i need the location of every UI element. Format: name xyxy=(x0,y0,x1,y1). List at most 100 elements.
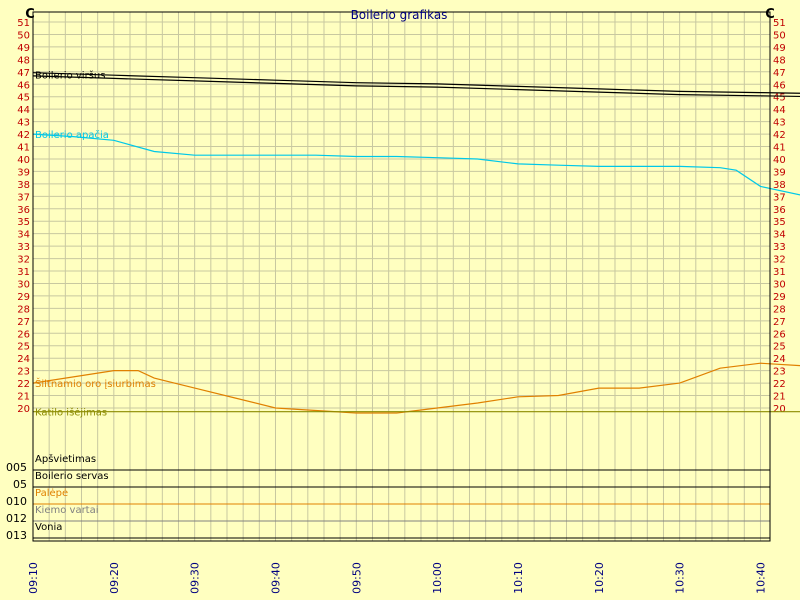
y-tick-right: 30 xyxy=(773,279,786,290)
y-tick-right: 45 xyxy=(773,93,786,104)
y-tick-left: 25 xyxy=(17,342,30,353)
y-tick-left: 20 xyxy=(17,404,30,415)
y-tick-right: 28 xyxy=(773,304,786,315)
track-label-2: Palėpė xyxy=(35,488,68,499)
y-tick-right: 41 xyxy=(773,143,786,154)
track-label-1: Boilerio servas xyxy=(35,471,109,482)
track-label-0: Apšvietimas xyxy=(35,453,96,465)
grid-lines xyxy=(32,12,770,541)
series-line-2 xyxy=(32,362,800,414)
plot-frame xyxy=(32,11,771,542)
y-tick-left: 50 xyxy=(17,30,30,41)
y-tick-right: 26 xyxy=(773,329,786,340)
series-line-3 xyxy=(33,411,800,413)
y-tick-right: 21 xyxy=(773,392,786,403)
y-tick-right: 36 xyxy=(773,205,786,216)
series-line-1 xyxy=(32,133,800,196)
y-tick-left: 26 xyxy=(17,329,30,340)
x-tick-label: 10:40 xyxy=(754,562,767,594)
y-tick-right: 44 xyxy=(773,105,786,116)
x-ticks: 09:10 09:20 09:30 09:40 09:50 10:00 10:10 10:20… xyxy=(27,562,767,594)
y-tick-left: 46 xyxy=(17,80,30,91)
digital-axis-label-3: 012 xyxy=(6,512,27,525)
digital-axis-label-0: 005 xyxy=(6,461,27,474)
y-tick-left: 42 xyxy=(17,130,30,141)
y-tick-right: 23 xyxy=(773,367,786,378)
series-label-2: Šiltnamio oro įsiurbimas xyxy=(35,377,156,390)
y-tick-left: 40 xyxy=(17,155,30,166)
y-tick-left: 45 xyxy=(17,93,30,104)
y-tick-left: 29 xyxy=(17,292,30,303)
x-tick-label: 10:00 xyxy=(431,562,444,594)
track-label-3: Kiemo vartai xyxy=(35,505,99,516)
y-tick-left: 41 xyxy=(17,143,30,154)
y-tick-left: 22 xyxy=(17,379,30,390)
y-tick-right: 42 xyxy=(773,130,786,141)
series-lines xyxy=(32,72,800,414)
y-tick-right: 35 xyxy=(773,217,786,228)
y-tick-left: 21 xyxy=(17,392,30,403)
y-tick-left: 49 xyxy=(17,43,30,54)
y-tick-left: 30 xyxy=(17,279,30,290)
y-tick-right: 33 xyxy=(773,242,786,253)
x-tick-label: 10:30 xyxy=(674,562,687,594)
y-tick-left: 33 xyxy=(17,242,30,253)
y-tick-right: 34 xyxy=(773,230,786,241)
y-tick-right: 49 xyxy=(773,43,786,54)
y-tick-left: 43 xyxy=(17,118,30,129)
y-tick-right: 27 xyxy=(773,317,786,328)
y-tick-right: 20 xyxy=(773,404,786,415)
y-tick-right: 46 xyxy=(773,80,786,91)
digital-axis-label-1: 05 xyxy=(13,478,27,491)
y-tick-left: 51 xyxy=(17,18,30,29)
y-tick-right: 31 xyxy=(773,267,786,278)
x-tick-label: 09:20 xyxy=(108,562,121,594)
y-tick-left: 39 xyxy=(17,167,30,178)
y-tick-left: 28 xyxy=(17,304,30,315)
y-tick-left: 44 xyxy=(17,105,30,116)
y-tick-left: 48 xyxy=(17,55,30,66)
unit-left: C xyxy=(25,7,35,22)
y-tick-right: 24 xyxy=(773,354,786,365)
x-tick-label: 10:20 xyxy=(593,562,606,594)
y-tick-left: 35 xyxy=(17,217,30,228)
y-tick-left: 23 xyxy=(17,367,30,378)
y-tick-left: 27 xyxy=(17,317,30,328)
x-tick-label: 09:50 xyxy=(350,562,363,594)
x-tick-label: 10:10 xyxy=(512,562,525,594)
y-tick-left: 34 xyxy=(17,230,30,241)
x-tick-label: 09:40 xyxy=(269,562,282,594)
y-tick-right: 29 xyxy=(773,292,786,303)
y-tick-right: 39 xyxy=(773,167,786,178)
y-tick-right: 50 xyxy=(773,30,786,41)
series-line-0 xyxy=(32,72,800,94)
y-tick-right: 38 xyxy=(773,180,786,191)
digital-tracks: Apšvietimas Boilerio servas Palėpė Kiemo va… xyxy=(6,453,770,542)
y-tick-right: 40 xyxy=(773,155,786,166)
chart-title: Boilerio grafikas xyxy=(351,8,448,22)
y-tick-right: 22 xyxy=(773,379,786,390)
y-tick-right: 48 xyxy=(773,55,786,66)
series-line-0-inner xyxy=(32,75,800,98)
y-tick-right: 25 xyxy=(773,342,786,353)
x-tick-label: 09:10 xyxy=(27,562,40,594)
digital-axis-label-2: 010 xyxy=(6,495,27,508)
y-tick-left: 47 xyxy=(17,68,30,79)
y-tick-right: 51 xyxy=(773,18,786,29)
track-label-4: Vonia xyxy=(35,522,62,533)
unit-right: C xyxy=(765,7,775,22)
y-tick-left: 38 xyxy=(17,180,30,191)
series-label-1: Boilerio apačia xyxy=(35,129,109,141)
digital-axis-label-4: 013 xyxy=(6,529,27,542)
y-tick-right: 37 xyxy=(773,192,786,203)
x-tick-label: 09:30 xyxy=(189,562,202,594)
series-label-3: Katilo išėjimas xyxy=(35,407,107,419)
y-tick-left: 37 xyxy=(17,192,30,203)
y-tick-left: 31 xyxy=(17,267,30,278)
y-tick-right: 47 xyxy=(773,68,786,79)
series-labels: Boilerio viršus Boilerio apačia Šiltnamio … xyxy=(35,69,156,418)
y-tick-right: 32 xyxy=(773,255,786,266)
